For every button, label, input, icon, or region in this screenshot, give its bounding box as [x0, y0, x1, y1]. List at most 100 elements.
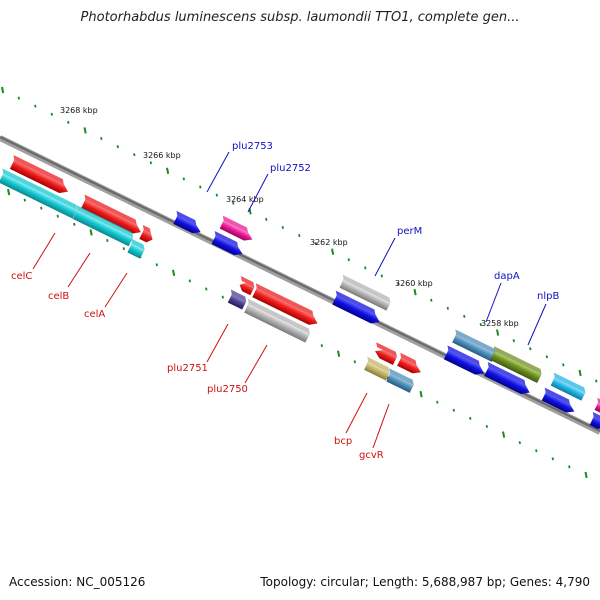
gene-celC-body — [9, 159, 69, 194]
leader-line — [372, 403, 390, 449]
gene-blue-nlpB-top-face — [544, 387, 570, 405]
ruler-major-tick — [331, 248, 335, 255]
gene-bcp-red[interactable] — [370, 342, 398, 366]
ruler-minor-tick — [232, 201, 235, 205]
ruler-minor-tick — [100, 137, 103, 141]
ruler-minor-tick — [106, 239, 109, 243]
ruler-minor-tick — [116, 145, 119, 149]
gene-olive[interactable] — [488, 346, 544, 384]
ruler-minor-tick — [479, 322, 482, 326]
ruler-major-tick — [337, 350, 341, 357]
gene-navy-top-face — [230, 289, 247, 302]
gene-label-dapA[interactable]: dapA — [494, 271, 520, 282]
gene-bcp[interactable] — [362, 356, 392, 381]
gene-label-plu2750[interactable]: plu2750 — [207, 384, 248, 395]
ruler-minor-tick — [595, 379, 598, 383]
ruler-minor-tick — [430, 298, 433, 302]
gene-label-plu2753[interactable]: plu2753 — [232, 141, 273, 152]
gene-blue-c-top-face — [487, 362, 526, 385]
gene-cyan-c-body — [127, 243, 145, 259]
gene-plu2750[interactable] — [242, 298, 312, 343]
gene-magenta-edge-body — [594, 402, 600, 414]
ruler-minor-tick — [265, 217, 268, 221]
ruler-minor-tick — [40, 206, 43, 210]
gene-blue-plu2753-body — [173, 215, 201, 234]
ruler-minor-tick — [568, 465, 571, 469]
ruler-major-tick — [578, 369, 582, 377]
leader-line — [206, 323, 229, 363]
gene-celC[interactable] — [7, 154, 72, 196]
ruler-minor-tick — [380, 274, 383, 278]
gene-bcp-red-body — [374, 349, 398, 366]
ruler-label-3258: 3258 kbp — [481, 319, 519, 328]
ruler-minor-tick — [188, 279, 191, 283]
gene-label-celA[interactable]: celA — [84, 309, 105, 320]
gene-blue-plu2753[interactable] — [171, 210, 205, 236]
gene-olive-body — [490, 350, 542, 384]
ruler-label-3268: 3268 kbp — [60, 106, 98, 115]
gene-plu2751[interactable] — [250, 283, 322, 328]
gene-label-nlpB[interactable]: nlpB — [537, 291, 559, 302]
leader-line — [244, 344, 268, 384]
gene-nlpB-top-face — [553, 372, 586, 393]
gene-plu2751-body — [252, 287, 318, 326]
gene-celA-top-face — [142, 224, 151, 234]
gene-features — [0, 154, 600, 430]
gene-cyan-a[interactable] — [0, 168, 79, 219]
gene-label-celB[interactable]: celB — [48, 291, 69, 302]
ruler-minor-tick — [551, 457, 554, 461]
gene-blue-dapA-top-face — [447, 345, 480, 366]
ruler-major-tick — [166, 167, 170, 175]
gene-blue-nlpB[interactable] — [539, 387, 578, 416]
gene-cyan-b[interactable] — [70, 204, 135, 247]
ruler-upper — [1, 86, 598, 383]
ruler-major-tick — [502, 431, 506, 438]
gene-bcp-red-top-face — [376, 342, 397, 357]
gene-perM-body — [339, 279, 391, 311]
gene-plu2751-red[interactable] — [235, 275, 256, 296]
gene-blue-perM[interactable] — [330, 290, 384, 327]
gene-navy[interactable] — [225, 289, 248, 310]
gene-label-bcp[interactable]: bcp — [334, 436, 352, 447]
gene-gcvR-red[interactable] — [395, 352, 425, 377]
gene-gcvR-red-body — [396, 357, 422, 374]
leader-line — [485, 282, 502, 323]
ruler-major-tick — [7, 188, 11, 196]
gene-label-celC[interactable]: celC — [11, 271, 32, 282]
gene-cyan-b-top-face — [76, 204, 134, 238]
gene-blue-b[interactable] — [209, 231, 246, 258]
ruler-minor-tick — [485, 424, 488, 428]
gene-olive-top-face — [493, 346, 542, 374]
gene-label-perM[interactable]: perM — [397, 226, 422, 237]
gene-celB[interactable] — [78, 194, 144, 237]
label-leader-lines — [32, 151, 547, 449]
gene-label-gcvR[interactable]: gcvR — [359, 450, 384, 461]
gene-dapA[interactable] — [450, 329, 498, 363]
gene-perM-top-face — [342, 274, 391, 303]
gene-cyan-c[interactable] — [125, 238, 146, 259]
ruler-minor-tick — [469, 416, 472, 420]
gene-label-plu2751[interactable]: plu2751 — [167, 363, 208, 374]
ruler-minor-tick — [353, 360, 356, 364]
ruler-minor-tick — [364, 266, 367, 270]
gene-blue-dapA[interactable] — [441, 345, 488, 377]
gene-blue-perM-body — [332, 295, 380, 324]
gene-gcvR[interactable] — [384, 368, 416, 394]
gene-nlpB-body — [550, 377, 586, 401]
ruler-major-tick — [419, 390, 423, 398]
ruler-major-tick — [172, 269, 176, 277]
ruler-minor-tick — [562, 363, 565, 367]
gene-cyan-a-top-face — [2, 168, 78, 210]
ruler-minor-tick — [535, 449, 538, 453]
gene-magenta-edge[interactable] — [592, 397, 600, 414]
gene-label-plu2752[interactable]: plu2752 — [270, 163, 311, 174]
gene-plu2752[interactable] — [217, 215, 256, 244]
ruler-minor-tick — [199, 185, 202, 189]
ruler-major-tick — [83, 127, 87, 134]
gene-perM[interactable] — [337, 274, 392, 311]
gene-blue-c[interactable] — [482, 362, 534, 397]
ruler-minor-tick — [545, 355, 548, 359]
gene-nlpB[interactable] — [548, 372, 587, 401]
gene-celA[interactable] — [137, 224, 157, 244]
gene-plu2751-red-top-face — [240, 275, 255, 288]
